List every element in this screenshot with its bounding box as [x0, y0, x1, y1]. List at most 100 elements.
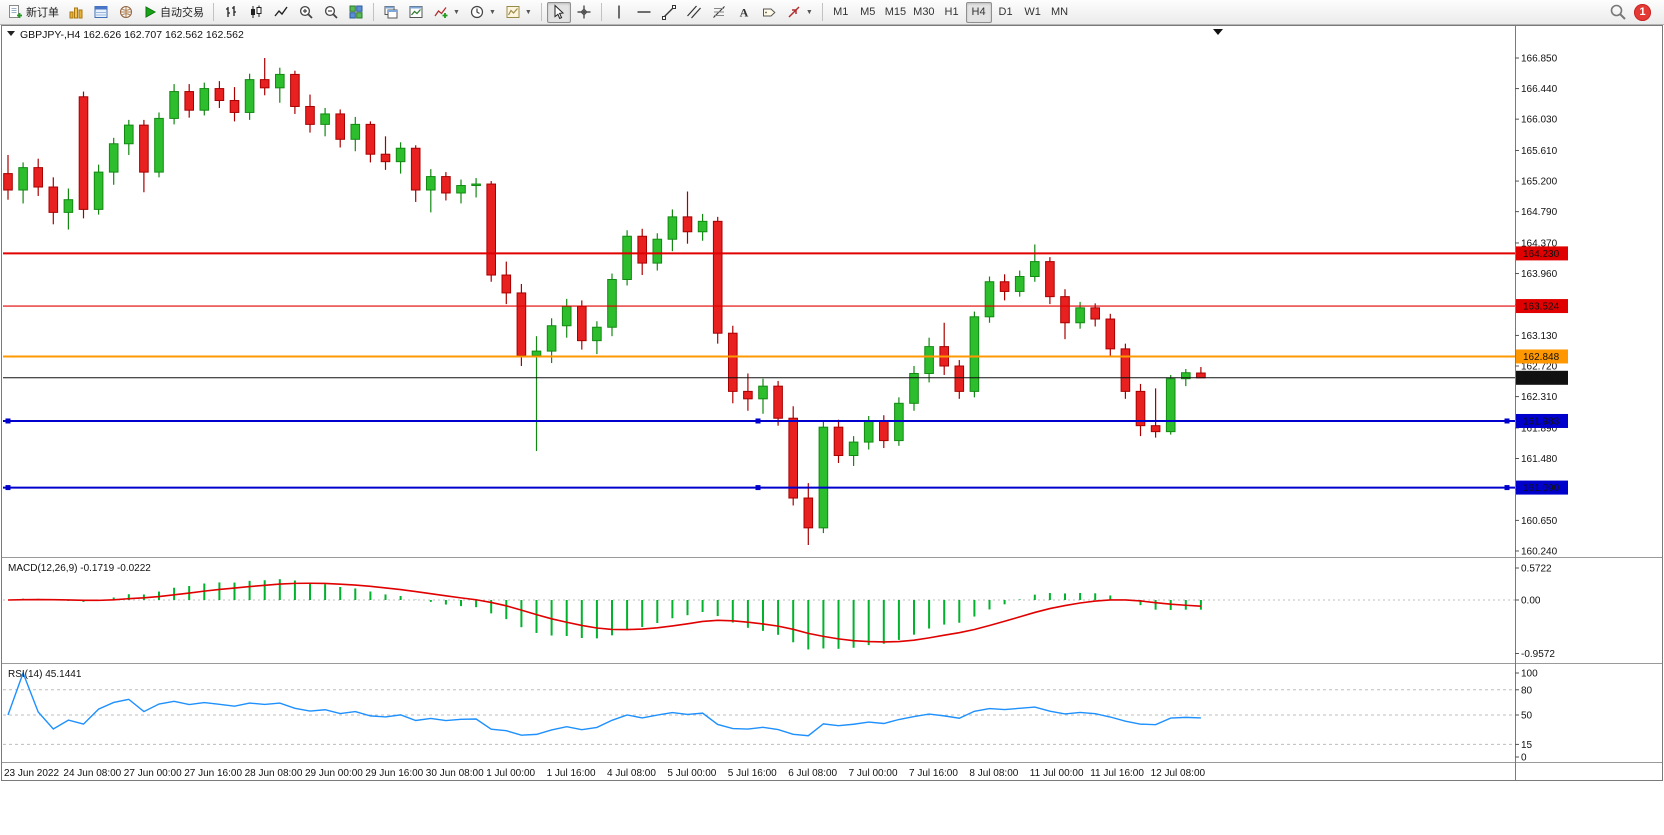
hline-handle-161.983[interactable]	[1504, 418, 1510, 424]
time-tick: 6 Jul 08:00	[788, 768, 837, 779]
line-chart-icon	[274, 6, 288, 17]
candlestick-series	[3, 58, 1206, 546]
timeframe-button-m15[interactable]: M15	[882, 2, 909, 23]
price-badge-162.562	[1516, 370, 1568, 385]
hline-handle-161.090[interactable]	[5, 485, 11, 491]
price-tick: 160.240	[1521, 546, 1558, 557]
price-tick: 164.790	[1521, 207, 1558, 218]
autotrading-button[interactable]: 自动交易	[139, 2, 208, 23]
timeframe-button-m5[interactable]: M5	[855, 2, 881, 23]
price-tick: 160.650	[1521, 516, 1558, 527]
price-tick: 163.960	[1521, 269, 1558, 280]
navigator-button[interactable]	[114, 2, 138, 23]
crosshair-button[interactable]	[572, 2, 596, 23]
price-tick: 166.850	[1521, 54, 1558, 65]
hline-handle-161.983[interactable]	[755, 418, 761, 424]
market-watch-button[interactable]	[64, 2, 88, 23]
cursor-button[interactable]	[546, 1, 571, 23]
price-badge-161.983	[1516, 413, 1568, 428]
toolbar-separator	[373, 3, 374, 21]
macd-signal-line	[7, 582, 1201, 643]
scroll-shift-marker[interactable]	[1213, 29, 1223, 35]
candlestick-chart-icon	[251, 5, 262, 18]
dropdown-caret-icon: ▼	[453, 8, 460, 16]
data-window-button[interactable]	[89, 2, 113, 23]
hline-handle-161.090[interactable]	[1504, 485, 1510, 491]
channel-button[interactable]	[682, 2, 706, 23]
new-order-button[interactable]: 新订单	[3, 2, 63, 23]
price-axis[interactable]: 166.850 166.440 166.030 165.610 165.200 164.7…	[1515, 26, 1568, 780]
price-badge-162.848	[1516, 349, 1568, 364]
time-tick: 12 Jul 08:00	[1151, 768, 1206, 779]
bar-chart-icon	[226, 6, 236, 17]
timeframe-button-m30[interactable]: M30	[910, 2, 937, 23]
macd-label: MACD(12,26,9) -0.1719 -0.0222	[8, 563, 151, 574]
time-tick: 28 Jun 08:00	[245, 768, 303, 779]
toolbar-separator	[821, 3, 823, 21]
timeframe-button-m1[interactable]: M1	[828, 2, 854, 23]
tile-windows-button[interactable]	[344, 2, 368, 23]
cascade-windows-button[interactable]	[379, 2, 403, 23]
data-window-icon	[94, 6, 108, 18]
trendline-button[interactable]	[657, 2, 681, 23]
time-tick: 30 Jun 08:00	[426, 768, 484, 779]
timeframe-button-h1[interactable]: H1	[939, 2, 965, 23]
zoom-in-icon	[299, 5, 313, 19]
hline-handle-161.983[interactable]	[5, 418, 11, 424]
arrange-windows-button[interactable]	[404, 2, 428, 23]
timeframe-button-w1[interactable]: W1	[1020, 2, 1046, 23]
periods-button[interactable]: ▼	[465, 2, 500, 23]
text-button[interactable]: A	[732, 2, 756, 23]
time-tick: 27 Jun 16:00	[184, 768, 242, 779]
hline-handle-161.090[interactable]	[755, 485, 761, 491]
navigator-icon	[120, 6, 132, 18]
horizontal-line-button[interactable]	[632, 2, 656, 23]
add-indicator-icon	[434, 7, 448, 18]
chart-template-icon	[506, 6, 520, 18]
search-icon[interactable]	[1609, 3, 1627, 21]
vertical-line-button[interactable]	[607, 2, 631, 23]
rsi-axis-tick: 80	[1521, 685, 1533, 696]
price-badge-161.090	[1516, 480, 1568, 495]
candlestick-chart-button[interactable]	[244, 2, 268, 23]
rsi-axis-tick: 100	[1521, 669, 1538, 680]
arrows-button[interactable]: ▼	[782, 2, 817, 23]
timeframe-button-h4[interactable]: H4	[965, 1, 992, 23]
new-order-icon	[9, 5, 22, 18]
fibonacci-button[interactable]	[707, 2, 731, 23]
zoom-in-button[interactable]	[294, 2, 318, 23]
tile-windows-icon	[349, 5, 363, 19]
autotrading-play-icon	[145, 6, 157, 18]
bar-chart-button[interactable]	[219, 2, 243, 23]
indicators-button[interactable]: ▼	[429, 2, 464, 23]
rsi-axis-tick: 15	[1521, 740, 1533, 751]
price-tick: 165.200	[1521, 177, 1558, 188]
mt4-app: 新订单 自动交易 ▼ ▼ ▼ A ▼	[0, 0, 1664, 783]
rsi-axis-tick: 0	[1521, 753, 1527, 764]
time-tick: 24 Jun 08:00	[63, 768, 121, 779]
time-axis[interactable]: 23 Jun 2022 24 Jun 08:00 27 Jun 00:00 27 Ju…	[4, 768, 1206, 779]
text-tool-icon: A	[739, 6, 748, 20]
main-toolbar: 新订单 自动交易 ▼ ▼ ▼ A ▼	[0, 0, 1664, 25]
price-tick: 161.890	[1521, 423, 1558, 434]
line-chart-button[interactable]	[269, 2, 293, 23]
price-badge-text: 161.090	[1523, 483, 1560, 494]
zoom-out-button[interactable]	[319, 2, 343, 23]
chart-canvas[interactable]: 166.850 166.440 166.030 165.610 165.200 164.7…	[0, 25, 1664, 783]
price-tick: 166.030	[1521, 115, 1558, 126]
price-badge-text: 162.562	[1523, 373, 1560, 384]
time-tick: 5 Jul 16:00	[728, 768, 777, 779]
timeframe-button-d1[interactable]: D1	[993, 2, 1019, 23]
timeframe-button-mn[interactable]: MN	[1047, 2, 1073, 23]
rsi-panel	[3, 670, 1515, 745]
price-badge-text: 163.524	[1523, 302, 1560, 313]
arrows-tool-icon	[788, 6, 800, 18]
notification-badge[interactable]: 1	[1634, 3, 1651, 21]
chart-collapse-icon[interactable]	[7, 31, 15, 36]
chart-window-border	[1, 25, 1663, 781]
templates-button[interactable]: ▼	[501, 2, 536, 23]
label-button[interactable]	[757, 2, 781, 23]
price-tick: 161.480	[1521, 454, 1558, 465]
time-tick: 29 Jun 16:00	[365, 768, 423, 779]
market-watch-icon	[69, 7, 83, 19]
